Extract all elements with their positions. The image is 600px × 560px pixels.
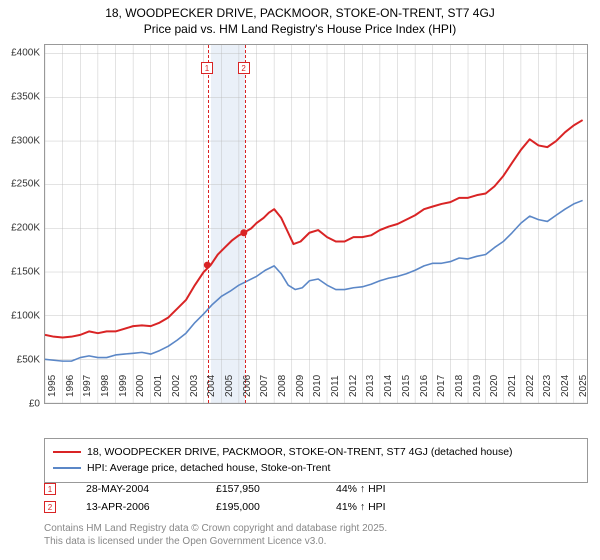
- y-tick-label: £200K: [0, 223, 40, 234]
- x-tick-label: 2023: [542, 375, 553, 397]
- footnotes: Contains HM Land Registry data © Crown c…: [44, 522, 588, 548]
- event-price: £157,950: [216, 483, 306, 495]
- x-tick-label: 2007: [259, 375, 270, 397]
- y-tick-label: £100K: [0, 311, 40, 322]
- x-tick-label: 1996: [65, 375, 76, 397]
- footnote-line: This data is licensed under the Open Gov…: [44, 535, 588, 548]
- x-tick-label: 1995: [47, 375, 58, 397]
- legend-item: HPI: Average price, detached house, Stok…: [53, 460, 579, 476]
- annotation-vline: [208, 45, 209, 403]
- annotation-marker: 1: [201, 62, 213, 74]
- chart-subtitle: Price paid vs. HM Land Registry's House …: [0, 20, 600, 36]
- legend-item: 18, WOODPECKER DRIVE, PACKMOOR, STOKE-ON…: [53, 444, 579, 460]
- legend: 18, WOODPECKER DRIVE, PACKMOOR, STOKE-ON…: [44, 438, 588, 483]
- plot-area: [44, 44, 588, 404]
- event-row: 1 28-MAY-2004 £157,950 44% ↑ HPI: [44, 480, 588, 498]
- footnote-line: Contains HM Land Registry data © Crown c…: [44, 522, 588, 535]
- event-pct: 44% ↑ HPI: [336, 483, 386, 495]
- x-tick-label: 1999: [118, 375, 129, 397]
- legend-swatch: [53, 451, 81, 453]
- y-tick-label: £50K: [0, 355, 40, 366]
- annotation-marker: 2: [238, 62, 250, 74]
- event-row: 2 13-APR-2006 £195,000 41% ↑ HPI: [44, 498, 588, 516]
- x-tick-label: 2006: [242, 375, 253, 397]
- x-tick-label: 2004: [206, 375, 217, 397]
- y-tick-label: £400K: [0, 47, 40, 58]
- event-date: 13-APR-2006: [86, 501, 186, 513]
- y-tick-label: £350K: [0, 91, 40, 102]
- x-tick-label: 2008: [277, 375, 288, 397]
- y-tick-label: £150K: [0, 267, 40, 278]
- transaction-events: 1 28-MAY-2004 £157,950 44% ↑ HPI 2 13-APR-200…: [44, 480, 588, 516]
- x-tick-label: 2003: [189, 375, 200, 397]
- event-marker: 2: [44, 501, 56, 513]
- x-tick-label: 2015: [401, 375, 412, 397]
- event-pct: 41% ↑ HPI: [336, 501, 386, 513]
- x-tick-label: 2018: [454, 375, 465, 397]
- plot-svg: [45, 45, 587, 403]
- x-tick-label: 1998: [100, 375, 111, 397]
- event-marker: 1: [44, 483, 56, 495]
- x-tick-label: 2011: [330, 375, 341, 397]
- x-tick-label: 2010: [312, 375, 323, 397]
- y-tick-label: £0: [0, 399, 40, 410]
- x-tick-label: 2016: [419, 375, 430, 397]
- x-tick-label: 2014: [383, 375, 394, 397]
- x-tick-label: 2025: [578, 375, 589, 397]
- x-tick-label: 2000: [135, 375, 146, 397]
- legend-label: HPI: Average price, detached house, Stok…: [87, 462, 330, 474]
- legend-label: 18, WOODPECKER DRIVE, PACKMOOR, STOKE-ON…: [87, 446, 513, 458]
- annotation-vline: [245, 45, 246, 403]
- x-tick-label: 2005: [224, 375, 235, 397]
- x-tick-label: 2020: [489, 375, 500, 397]
- x-tick-label: 2002: [171, 375, 182, 397]
- x-tick-label: 2009: [295, 375, 306, 397]
- x-tick-label: 2017: [436, 375, 447, 397]
- y-tick-label: £300K: [0, 135, 40, 146]
- x-tick-label: 2013: [365, 375, 376, 397]
- x-tick-label: 2001: [153, 375, 164, 397]
- x-tick-label: 2022: [525, 375, 536, 397]
- chart-title: 18, WOODPECKER DRIVE, PACKMOOR, STOKE-ON…: [0, 0, 600, 20]
- x-tick-label: 1997: [82, 375, 93, 397]
- y-tick-label: £250K: [0, 179, 40, 190]
- x-tick-label: 2021: [507, 375, 518, 397]
- legend-swatch: [53, 467, 81, 469]
- event-date: 28-MAY-2004: [86, 483, 186, 495]
- x-tick-label: 2012: [348, 375, 359, 397]
- x-tick-label: 2024: [560, 375, 571, 397]
- event-price: £195,000: [216, 501, 306, 513]
- chart-container: 18, WOODPECKER DRIVE, PACKMOOR, STOKE-ON…: [0, 0, 600, 560]
- x-tick-label: 2019: [472, 375, 483, 397]
